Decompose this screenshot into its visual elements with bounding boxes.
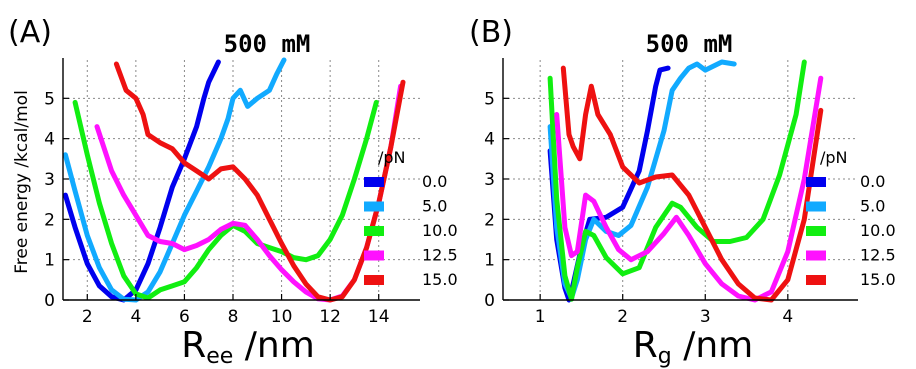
legend-swatch bbox=[364, 250, 384, 261]
legend-swatch bbox=[364, 226, 384, 236]
y-tick-label: 1 bbox=[484, 251, 495, 271]
legend-swatch bbox=[364, 275, 384, 285]
legend-swatch bbox=[806, 226, 826, 236]
panel-label: (B) bbox=[469, 15, 513, 50]
legend-label: 0.0 bbox=[860, 172, 885, 191]
x-tick-label: 14 bbox=[368, 307, 390, 327]
legend-label: 15.0 bbox=[422, 270, 458, 289]
legend-swatch bbox=[806, 250, 826, 261]
legend-label: 12.5 bbox=[422, 246, 458, 265]
x-axis-label-sub: g bbox=[658, 344, 672, 369]
legend-title: /pN bbox=[820, 148, 848, 167]
legend-label: 12.5 bbox=[860, 246, 896, 265]
y-axis-label: Free energy /kcal/mol bbox=[12, 90, 32, 274]
series-line-5.0 bbox=[62, 57, 287, 303]
x-axis-label-sub: ee bbox=[206, 344, 233, 369]
legend-swatch bbox=[364, 201, 384, 212]
x-tick-label: 1 bbox=[535, 307, 546, 327]
series-line-10.0 bbox=[547, 59, 807, 302]
legend-title: /pN bbox=[378, 148, 406, 167]
legend-swatch bbox=[364, 177, 384, 187]
x-axis-label-main: R bbox=[633, 325, 658, 366]
legend-label: 5.0 bbox=[860, 197, 885, 216]
x-tick-label: 6 bbox=[179, 307, 190, 327]
y-tick-label: 1 bbox=[44, 251, 55, 271]
x-tick-label: 2 bbox=[82, 307, 93, 327]
chart-title: 500 mM bbox=[224, 30, 311, 58]
legend-label: 15.0 bbox=[860, 270, 896, 289]
y-tick-label: 5 bbox=[44, 89, 55, 109]
series-line-0.0 bbox=[62, 59, 221, 303]
x-tick-label: 4 bbox=[782, 307, 793, 327]
legend-swatch bbox=[806, 177, 826, 187]
x-tick-label: 10 bbox=[271, 307, 293, 327]
panel-b: 1 2 3 4 0 1 2 3 4 5 (B) 500 mM Rg /nm/pN 0.0 5.0 10.0 12… bbox=[469, 15, 896, 369]
x-axis-label: Rg /nm bbox=[633, 325, 753, 369]
y-tick-label: 4 bbox=[44, 130, 55, 150]
legend-label: 0.0 bbox=[422, 172, 447, 191]
chart-title: 500 mM bbox=[646, 30, 733, 58]
legend-swatch bbox=[806, 201, 826, 212]
legend: /pN 0.0 5.0 10.0 12.5 15.0 bbox=[364, 148, 458, 289]
y-tick-label: 2 bbox=[44, 210, 55, 230]
series-line-12.5 bbox=[554, 75, 824, 303]
legend-label: 10.0 bbox=[860, 221, 896, 240]
y-tick-label: 3 bbox=[44, 170, 55, 190]
x-tick-label: 8 bbox=[228, 307, 239, 327]
x-tick-label: 4 bbox=[130, 307, 141, 327]
y-tick-label: 3 bbox=[484, 170, 495, 190]
y-tick-label: 4 bbox=[484, 130, 495, 150]
x-axis-label-main: R bbox=[181, 325, 206, 366]
x-tick-label: 3 bbox=[700, 307, 711, 327]
x-tick-label: 12 bbox=[319, 307, 341, 327]
legend-label: 10.0 bbox=[422, 221, 458, 240]
y-tick-label: 0 bbox=[484, 291, 495, 311]
series-line-10.0 bbox=[72, 99, 379, 301]
x-axis-label-unit: /nm bbox=[233, 325, 314, 366]
y-tick-label: 2 bbox=[484, 210, 495, 230]
y-tick-label: 0 bbox=[44, 291, 55, 311]
legend-swatch bbox=[806, 275, 826, 285]
legend-label: 5.0 bbox=[422, 197, 447, 216]
x-axis-label-unit: /nm bbox=[672, 325, 753, 366]
legend: /pN 0.0 5.0 10.0 12.5 15.0 bbox=[806, 148, 896, 289]
x-tick-label: 2 bbox=[617, 307, 628, 327]
series-line-15.0 bbox=[113, 61, 406, 303]
x-axis-label: Ree /nm bbox=[181, 325, 315, 369]
y-tick-label: 5 bbox=[484, 89, 495, 109]
panel-label: (A) bbox=[8, 15, 52, 50]
